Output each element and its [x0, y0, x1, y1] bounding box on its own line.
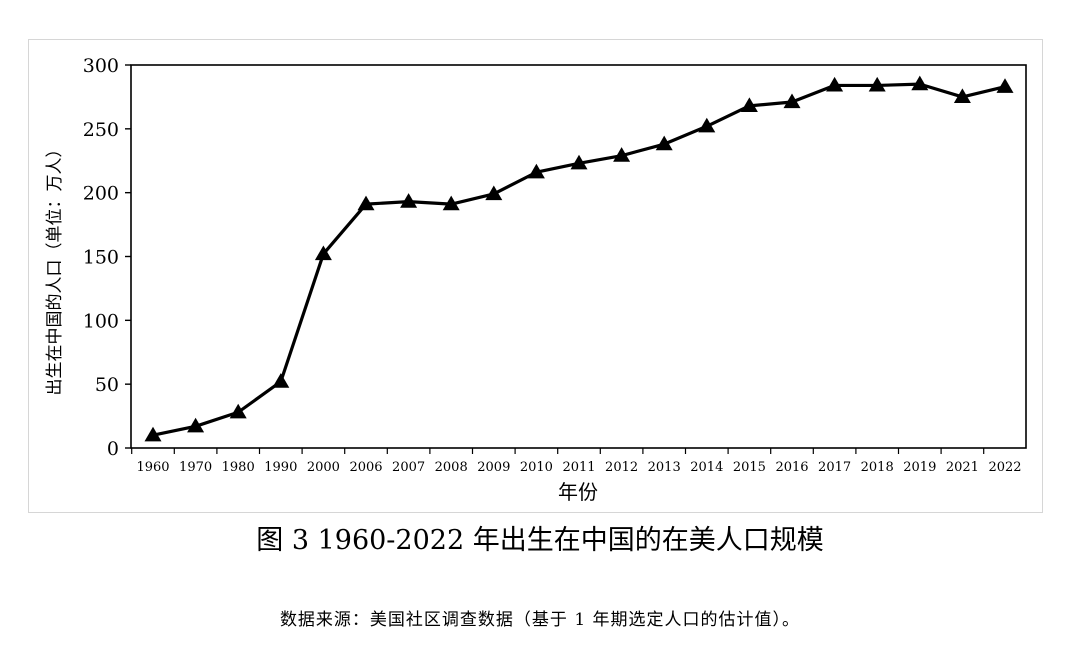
x-tick-label: 1990	[264, 460, 297, 475]
x-tick-label: 2018	[861, 460, 894, 475]
data-point-marker	[613, 147, 631, 162]
data-point-marker	[144, 426, 162, 442]
y-tick-label: 150	[83, 247, 119, 269]
x-tick-label: 2012	[605, 460, 638, 475]
data-point-marker	[485, 185, 503, 201]
x-axis: 1960 1970 1980 1990 2000 2006 2007 2008 2009 2010…	[131, 448, 1022, 475]
y-tick-label: 0	[107, 438, 119, 460]
data-point-marker	[187, 417, 205, 433]
x-tick-label: 2019	[903, 460, 936, 475]
y-tick-label: 50	[95, 374, 119, 396]
data-point-marker	[442, 195, 460, 211]
x-tick-label: 2007	[392, 460, 425, 475]
x-tick-label: 1970	[179, 460, 212, 475]
plot-area	[130, 64, 1027, 449]
data-point-marker	[826, 76, 844, 92]
data-point-marker	[229, 403, 247, 419]
x-tick-label: 1980	[222, 460, 255, 475]
x-tick-label: 2017	[818, 460, 851, 475]
source-note: 数据来源：美国社区调查数据（基于 1 年期选定人口的估计值）。	[279, 610, 801, 630]
chart-frame	[28, 39, 1043, 513]
data-point-marker	[357, 195, 375, 211]
x-tick-label: 2021	[946, 460, 979, 475]
x-tick-label: 2011	[562, 460, 595, 475]
series-line	[144, 75, 1014, 442]
x-tick-label: 2000	[307, 460, 340, 475]
y-tick-label: 200	[83, 183, 119, 205]
data-point-marker	[783, 93, 801, 109]
x-tick-label: 2008	[435, 460, 468, 475]
x-tick-label: 2022	[988, 460, 1021, 475]
x-tick-label: 2010	[520, 460, 553, 475]
x-tick-label: 2015	[733, 460, 766, 475]
y-tick-label: 100	[83, 310, 119, 332]
x-tick-label: 2006	[349, 460, 382, 475]
y-tick-label: 300	[83, 55, 119, 77]
data-point-marker	[570, 154, 588, 170]
data-point-marker	[868, 76, 886, 92]
x-tick-label: 2016	[775, 460, 808, 475]
data-point-marker	[272, 373, 290, 388]
x-axis-label: 年份	[558, 480, 598, 504]
x-tick-label: 1960	[136, 460, 169, 475]
data-point-marker	[953, 88, 971, 104]
data-point-marker	[314, 245, 332, 261]
y-tick-label: 250	[83, 119, 119, 141]
x-tick-label: 2013	[648, 460, 681, 475]
y-axis: 0 50 100 150 200 250 300	[83, 55, 131, 460]
data-point-marker	[400, 193, 418, 208]
data-point-marker	[740, 97, 758, 112]
line-chart: 0 50 100 150 200 250 300 1960 1970 1980 1990 2000 2…	[45, 55, 1027, 504]
x-tick-label: 2009	[477, 460, 510, 475]
data-point-marker	[655, 135, 673, 151]
y-axis-label: 出生在中国的人口（单位：万人）	[45, 141, 65, 396]
figure-caption: 图 3 1960-2022 年出生在中国的在美人口规模	[256, 525, 824, 556]
data-point-marker	[527, 163, 545, 179]
data-point-marker	[698, 117, 716, 133]
data-point-marker	[996, 78, 1014, 93]
x-tick-label: 2014	[690, 460, 723, 475]
data-point-marker	[911, 75, 929, 91]
